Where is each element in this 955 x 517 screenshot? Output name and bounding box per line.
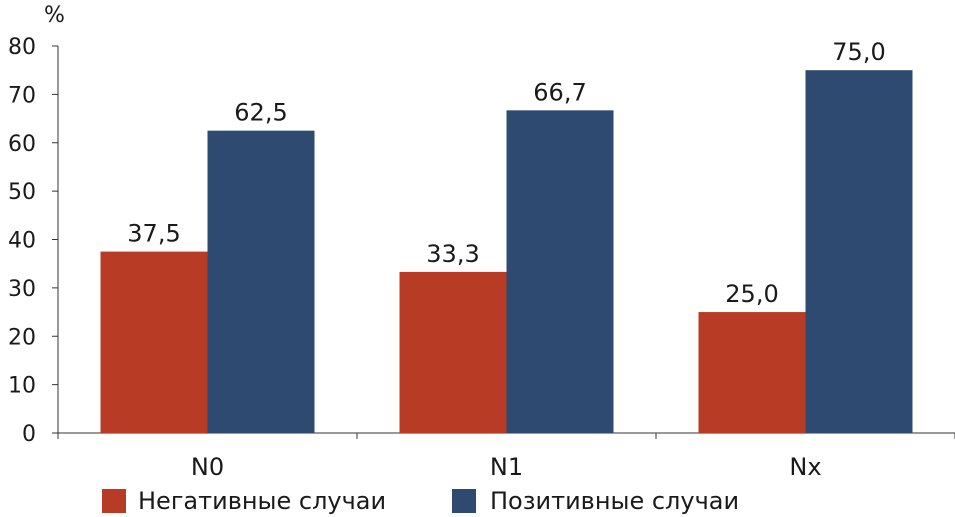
data-label: 33,3: [426, 240, 479, 268]
y-tick-label: 20: [8, 325, 36, 350]
x-tick-label: Nx: [789, 453, 821, 481]
legend-label: Негативные случаи: [138, 487, 386, 515]
data-label: 25,0: [725, 280, 778, 308]
legend-swatch: [452, 489, 476, 513]
y-tick-label: 30: [8, 277, 36, 302]
data-label: 37,5: [127, 220, 180, 248]
bars: 37,5 62,5 33,3 66,7 25,0 75,0: [100, 38, 913, 434]
y-tick-label: 80: [8, 35, 36, 60]
bar-negative-n1: [399, 271, 507, 433]
data-label: 66,7: [533, 78, 586, 106]
x-tick-label: N0: [191, 453, 224, 481]
bar-negative-nx: [698, 312, 806, 433]
data-label: 62,5: [234, 99, 287, 127]
y-tick-label: 70: [8, 83, 36, 108]
y-tick-label: 50: [8, 180, 36, 205]
y-tick-label: 40: [8, 229, 36, 254]
y-tick-label: 10: [8, 374, 36, 399]
y-tick-label: 0: [22, 422, 36, 447]
legend-swatch: [102, 489, 126, 513]
y-tick-label: 60: [8, 132, 36, 157]
bar-positive-nx: [805, 70, 913, 433]
bar-positive-n1: [506, 110, 614, 434]
bar-positive-n0: [207, 130, 315, 433]
legend-label: Позитивные случаи: [490, 487, 739, 515]
x-axis: N0 N1 Nx: [57, 432, 955, 481]
y-axis: 0 10 20 30 40 50 60 70 80: [8, 35, 59, 447]
legend: Негативные случаи Позитивные случаи: [102, 487, 739, 515]
bar-negative-n0: [100, 251, 208, 433]
x-tick-label: N1: [490, 453, 523, 481]
data-label: 75,0: [832, 38, 885, 66]
y-axis-unit: %: [44, 3, 65, 28]
